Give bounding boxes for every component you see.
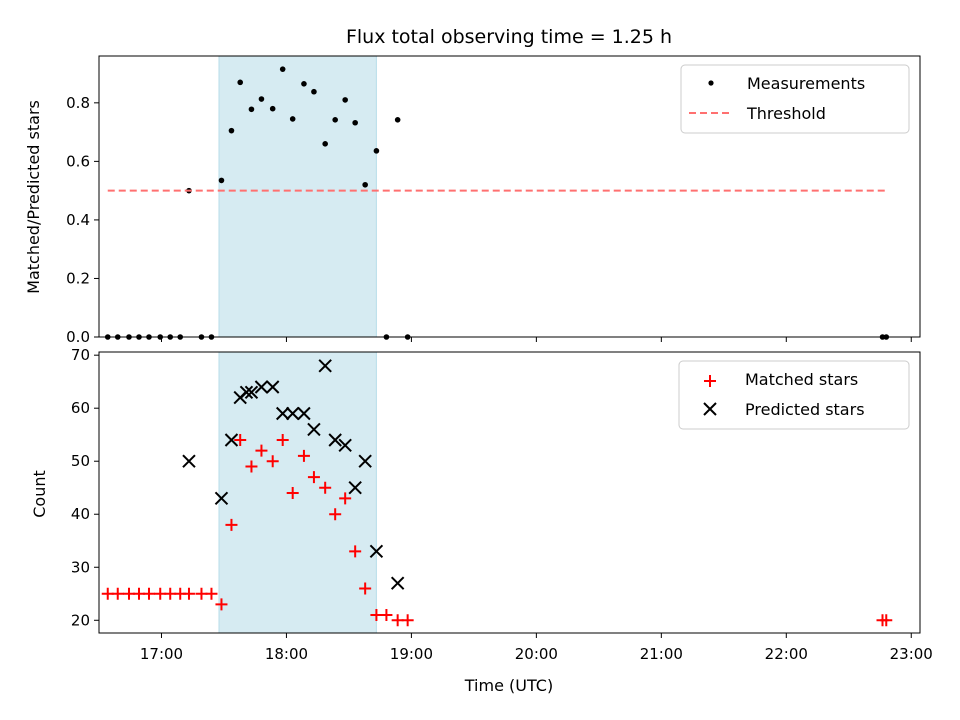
bottom-panel-ticks: 20 30 40 50 60 70 17:00 18:00 19:00 20:00 21:00 22:… (71, 346, 933, 663)
matched-stars-point (359, 582, 372, 595)
measurements-point (342, 97, 348, 103)
measurements-point (394, 117, 401, 123)
predicted-stars-point (214, 491, 229, 506)
legend-predicted-marker (703, 402, 717, 416)
top-ytick-label: 0.2 (66, 269, 90, 287)
measurements-point (362, 181, 368, 188)
legend-threshold-label: Threshold (746, 104, 826, 123)
top-legend-box (680, 64, 910, 134)
bottom-y-axis-label: Count (30, 470, 49, 518)
xtick-label: 18:00 (265, 645, 308, 663)
matched-stars-point (255, 444, 268, 457)
matched-stars-point (880, 614, 893, 627)
matched-stars-point (307, 471, 320, 484)
measurements-point (228, 127, 235, 134)
measurements-point (373, 148, 380, 154)
xtick-label: 21:00 (640, 645, 683, 663)
measurements-point (258, 96, 265, 102)
matched-stars-point (380, 608, 393, 621)
predicted-stars-point (358, 454, 372, 468)
xtick-label: 20:00 (515, 645, 558, 663)
predicted-stars-point (285, 406, 300, 421)
predicted-stars-point (275, 406, 290, 421)
bottom-panel-frame (98, 351, 921, 634)
measurements-point (352, 119, 358, 126)
matched-stars-point (329, 508, 342, 521)
measurements-point (289, 116, 296, 122)
predicted-stars-point (297, 406, 311, 421)
xtick-label: 22:00 (765, 645, 808, 663)
top-shaded-span (218, 55, 377, 338)
matched-stars-point (234, 434, 247, 447)
measurements-point (237, 79, 244, 86)
bottom-ytick-label: 50 (71, 452, 90, 470)
predicted-stars-point (224, 433, 239, 447)
bottom-legend-box (678, 360, 910, 430)
x-axis-label: Time (UTC) (464, 676, 553, 695)
top-ytick-label: 0.0 (66, 328, 90, 346)
xtick-label: 17:00 (140, 645, 183, 663)
measurements-point (311, 88, 317, 95)
top-ytick-label: 0.6 (66, 152, 90, 170)
matched-stars-point (182, 587, 195, 600)
predicted-stars-point (307, 422, 321, 437)
predicted-stars-point (348, 481, 362, 495)
matched-stars-point (205, 587, 218, 600)
xtick-label: 19:00 (390, 645, 433, 663)
bottom-ytick-label: 40 (71, 505, 90, 523)
top-panel-ticks: 0.0 0.2 0.4 0.6 0.8 (66, 94, 912, 346)
top-legend: Measurements Threshold (680, 64, 910, 134)
predicted-stars-point (254, 380, 269, 394)
matched-stars-point (111, 587, 124, 600)
top-panel-frame (98, 55, 921, 338)
bottom-ytick-label: 20 (71, 611, 90, 629)
matched-stars-point (225, 518, 238, 531)
top-ytick-label: 0.8 (66, 94, 90, 112)
predicted-stars-point (265, 380, 280, 394)
predicted-stars-point (244, 385, 259, 400)
top-ytick-label: 0.4 (66, 211, 90, 229)
legend-measurements-marker (708, 80, 714, 86)
legend-measurements-label: Measurements (747, 74, 865, 93)
matched-stars-point (319, 481, 332, 494)
measurements-point (218, 177, 225, 184)
matched-stars-point (339, 492, 352, 505)
matched-stars-point (215, 598, 228, 611)
predicted-stars-point (390, 576, 405, 590)
predicted-stars-point (369, 544, 384, 559)
measurements-point (322, 141, 328, 147)
measurements-point (301, 81, 307, 87)
matched-stars-point (245, 460, 258, 473)
measurements-point (248, 106, 255, 113)
matched-stars-point (349, 545, 362, 558)
bottom-panel-marks (101, 359, 893, 627)
predicted-stars-point (182, 454, 196, 468)
bottom-panel: 20 30 40 50 60 70 17:00 18:00 19:00 20:00 21:00 22:… (30, 346, 933, 695)
bottom-ytick-label: 30 (71, 558, 90, 576)
legend-matched-marker (704, 375, 716, 387)
measurements-point (279, 66, 286, 72)
predicted-stars-point (338, 438, 352, 453)
matched-stars-point (142, 587, 155, 600)
predicted-stars-point (318, 359, 332, 373)
top-panel: 0.00.20.40.60.8 Matched/Predicted stars … (24, 55, 921, 346)
bottom-ytick-label: 70 (71, 346, 90, 364)
xtick-label: 23:00 (890, 645, 933, 663)
predicted-stars-point (328, 433, 342, 447)
matched-stars-point (401, 614, 414, 627)
measurements-point (332, 117, 338, 123)
matched-stars-point (266, 455, 279, 468)
bottom-legend: Matched stars Predicted stars (678, 360, 910, 430)
legend-matched-label: Matched stars (745, 370, 858, 389)
matched-stars-point (276, 434, 289, 447)
measurements-point (269, 105, 276, 112)
top-chart-title: Flux total observing time = 1.25 h (346, 26, 672, 48)
bottom-ytick-label: 60 (71, 399, 90, 417)
predicted-stars-point (239, 385, 254, 400)
top-y-axis-label: Matched/Predicted stars (24, 100, 43, 294)
legend-predicted-label: Predicted stars (745, 400, 865, 419)
matched-stars-point (297, 449, 310, 462)
matched-stars-point (286, 487, 299, 500)
